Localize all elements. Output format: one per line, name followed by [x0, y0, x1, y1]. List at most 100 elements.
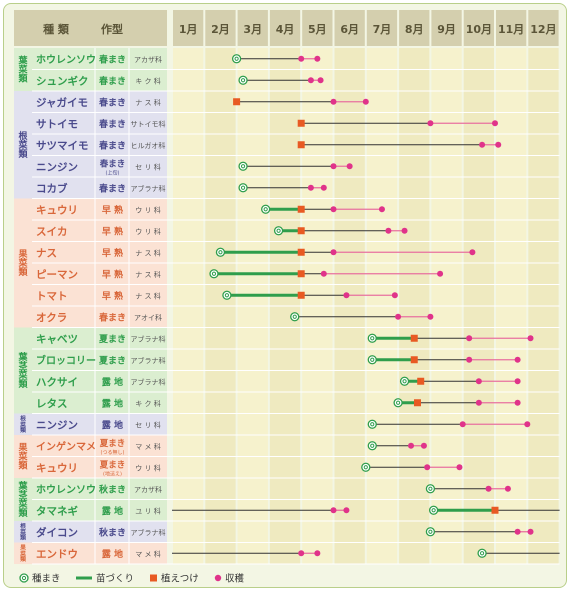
crop-type: 春まき [98, 311, 126, 323]
crop-type-note: (上旬) [106, 169, 120, 176]
crop-type: 露 地 [102, 419, 123, 431]
harvest-end-dot [527, 528, 534, 535]
schedule-marks [209, 269, 444, 279]
crop-row: タマネギ 露 地 ユ リ 科 [32, 499, 560, 522]
crop-type-note: (つる無し) [101, 449, 125, 456]
schedule-marks [172, 505, 560, 515]
harvest-start-dot [459, 421, 466, 428]
crop-type: 秋まき [98, 483, 126, 495]
harvest-start-dot [330, 206, 337, 213]
crop-row: サトイモ 春まき サトイモ科 [32, 112, 560, 135]
crop-name: ハクサイ [36, 376, 78, 388]
crop-type: 露 地 [102, 505, 123, 517]
schedule-marks [233, 98, 369, 106]
sow-marker-inner [240, 185, 246, 190]
crop-family: アブラナ科 [131, 377, 166, 386]
sow-marker-inner [276, 228, 281, 233]
sow-marker-inner [370, 336, 375, 341]
crop-family: アカザ科 [134, 485, 162, 494]
crop-type: 露 地 [102, 548, 123, 560]
harvest-end-dot [495, 141, 502, 148]
crop-name: ホウレンソウ [36, 484, 96, 496]
legend-harvest-icon [214, 574, 222, 582]
crop-name: キュウリ [36, 462, 78, 474]
legend-label: 苗づくり [96, 574, 134, 585]
crop-family: アカザ科 [134, 55, 162, 64]
schedule-marks [238, 183, 327, 193]
crop-row: エンドウ 露 地 マ メ 科 [32, 542, 560, 565]
harvest-end-dot [427, 313, 434, 320]
crop-family: ナ ス 科 [135, 291, 160, 300]
month-header-cell [496, 10, 527, 46]
crop-family: アブラナ科 [131, 334, 166, 343]
sow-marker-inner [218, 250, 223, 255]
harvest-end-dot [378, 206, 385, 213]
crop-family: アオイ科 [134, 313, 162, 322]
harvest-start-dot [307, 184, 314, 191]
crop-name: コカブ [36, 182, 68, 195]
sow-marker-inner [234, 56, 239, 61]
crop-name: オクラ [36, 312, 67, 324]
sow-marker [399, 376, 410, 386]
month-header-cell [528, 10, 559, 46]
harvest-end-dot [401, 227, 408, 234]
schedule-marks [367, 333, 534, 343]
legend-sow-icon-inner [21, 575, 27, 581]
month-label: 7月 [373, 23, 392, 36]
crop-row: ブロッコリー 夏まき アブラナ科 [32, 349, 560, 371]
crop-type: 夏まき [98, 355, 126, 366]
harvest-start-dot [408, 442, 415, 449]
harvest-start-dot [475, 378, 482, 385]
crop-row: ピーマン 早 熟 ナ ス 科 [32, 263, 560, 285]
month-header-cell [302, 10, 333, 46]
crop-name: タマネギ [36, 504, 78, 517]
crop-type: 夏まき [98, 334, 126, 345]
harvest-end-dot [362, 98, 369, 105]
crop-row: ナス 早 熟 ナ ス 科 [32, 241, 560, 264]
sow-marker [367, 355, 377, 365]
sow-marker-inner [240, 164, 246, 169]
crop-row: ニンジン 露 地 セ リ 科 [32, 413, 560, 436]
harvest-end-dot [504, 485, 511, 492]
schedule-marks [290, 312, 434, 322]
crop-type: 露 地 [102, 376, 123, 388]
crop-family: ウ リ 科 [135, 463, 160, 472]
crop-name: ニンジン [36, 161, 78, 173]
sow-marker-inner [240, 78, 246, 83]
schedule-marks [222, 290, 398, 300]
harvest-end-dot [524, 421, 531, 428]
month-header-cell [205, 10, 236, 46]
sow-marker [222, 290, 232, 300]
harvest-start-dot [298, 550, 305, 557]
month-header-cell [334, 10, 365, 46]
crop-type-note: (地這え) [103, 470, 122, 477]
month-label: 1月 [179, 23, 198, 36]
harvest-start-dot [385, 227, 392, 234]
crop-family: ウ リ 科 [135, 205, 160, 214]
crop-name: キャベツ [36, 333, 78, 345]
sow-marker [425, 527, 436, 537]
sow-marker-inner [363, 465, 368, 470]
crop-row: ジャガイモ 春まきナ ス 科 [32, 91, 560, 113]
transplant-marker [297, 205, 305, 213]
sow-marker-inner [370, 422, 375, 427]
harvest-end-dot [514, 399, 521, 406]
crop-name: トマト [36, 290, 68, 302]
crop-row: ハクサイ 露 地アブラナ科 [32, 370, 560, 393]
crop-type: 露 地 [102, 397, 123, 409]
month-label: 6月 [340, 23, 359, 36]
crop-family: ウ リ 科 [135, 227, 160, 236]
schedule-marks [238, 75, 324, 85]
harvest-end-dot [343, 507, 350, 514]
harvest-start-dot [330, 249, 337, 256]
crop-family: キ ク 科 [135, 76, 160, 85]
harvest-end-dot [314, 55, 321, 62]
crop-type: 春まき [99, 158, 126, 169]
legend-sow-icon [19, 573, 29, 583]
harvest-start-dot [330, 98, 337, 105]
crop-type: 早 熟 [102, 204, 123, 216]
harvest-end-dot [527, 335, 534, 342]
transplant-marker [417, 377, 425, 385]
header-kind-label: 種 類 [43, 22, 70, 36]
